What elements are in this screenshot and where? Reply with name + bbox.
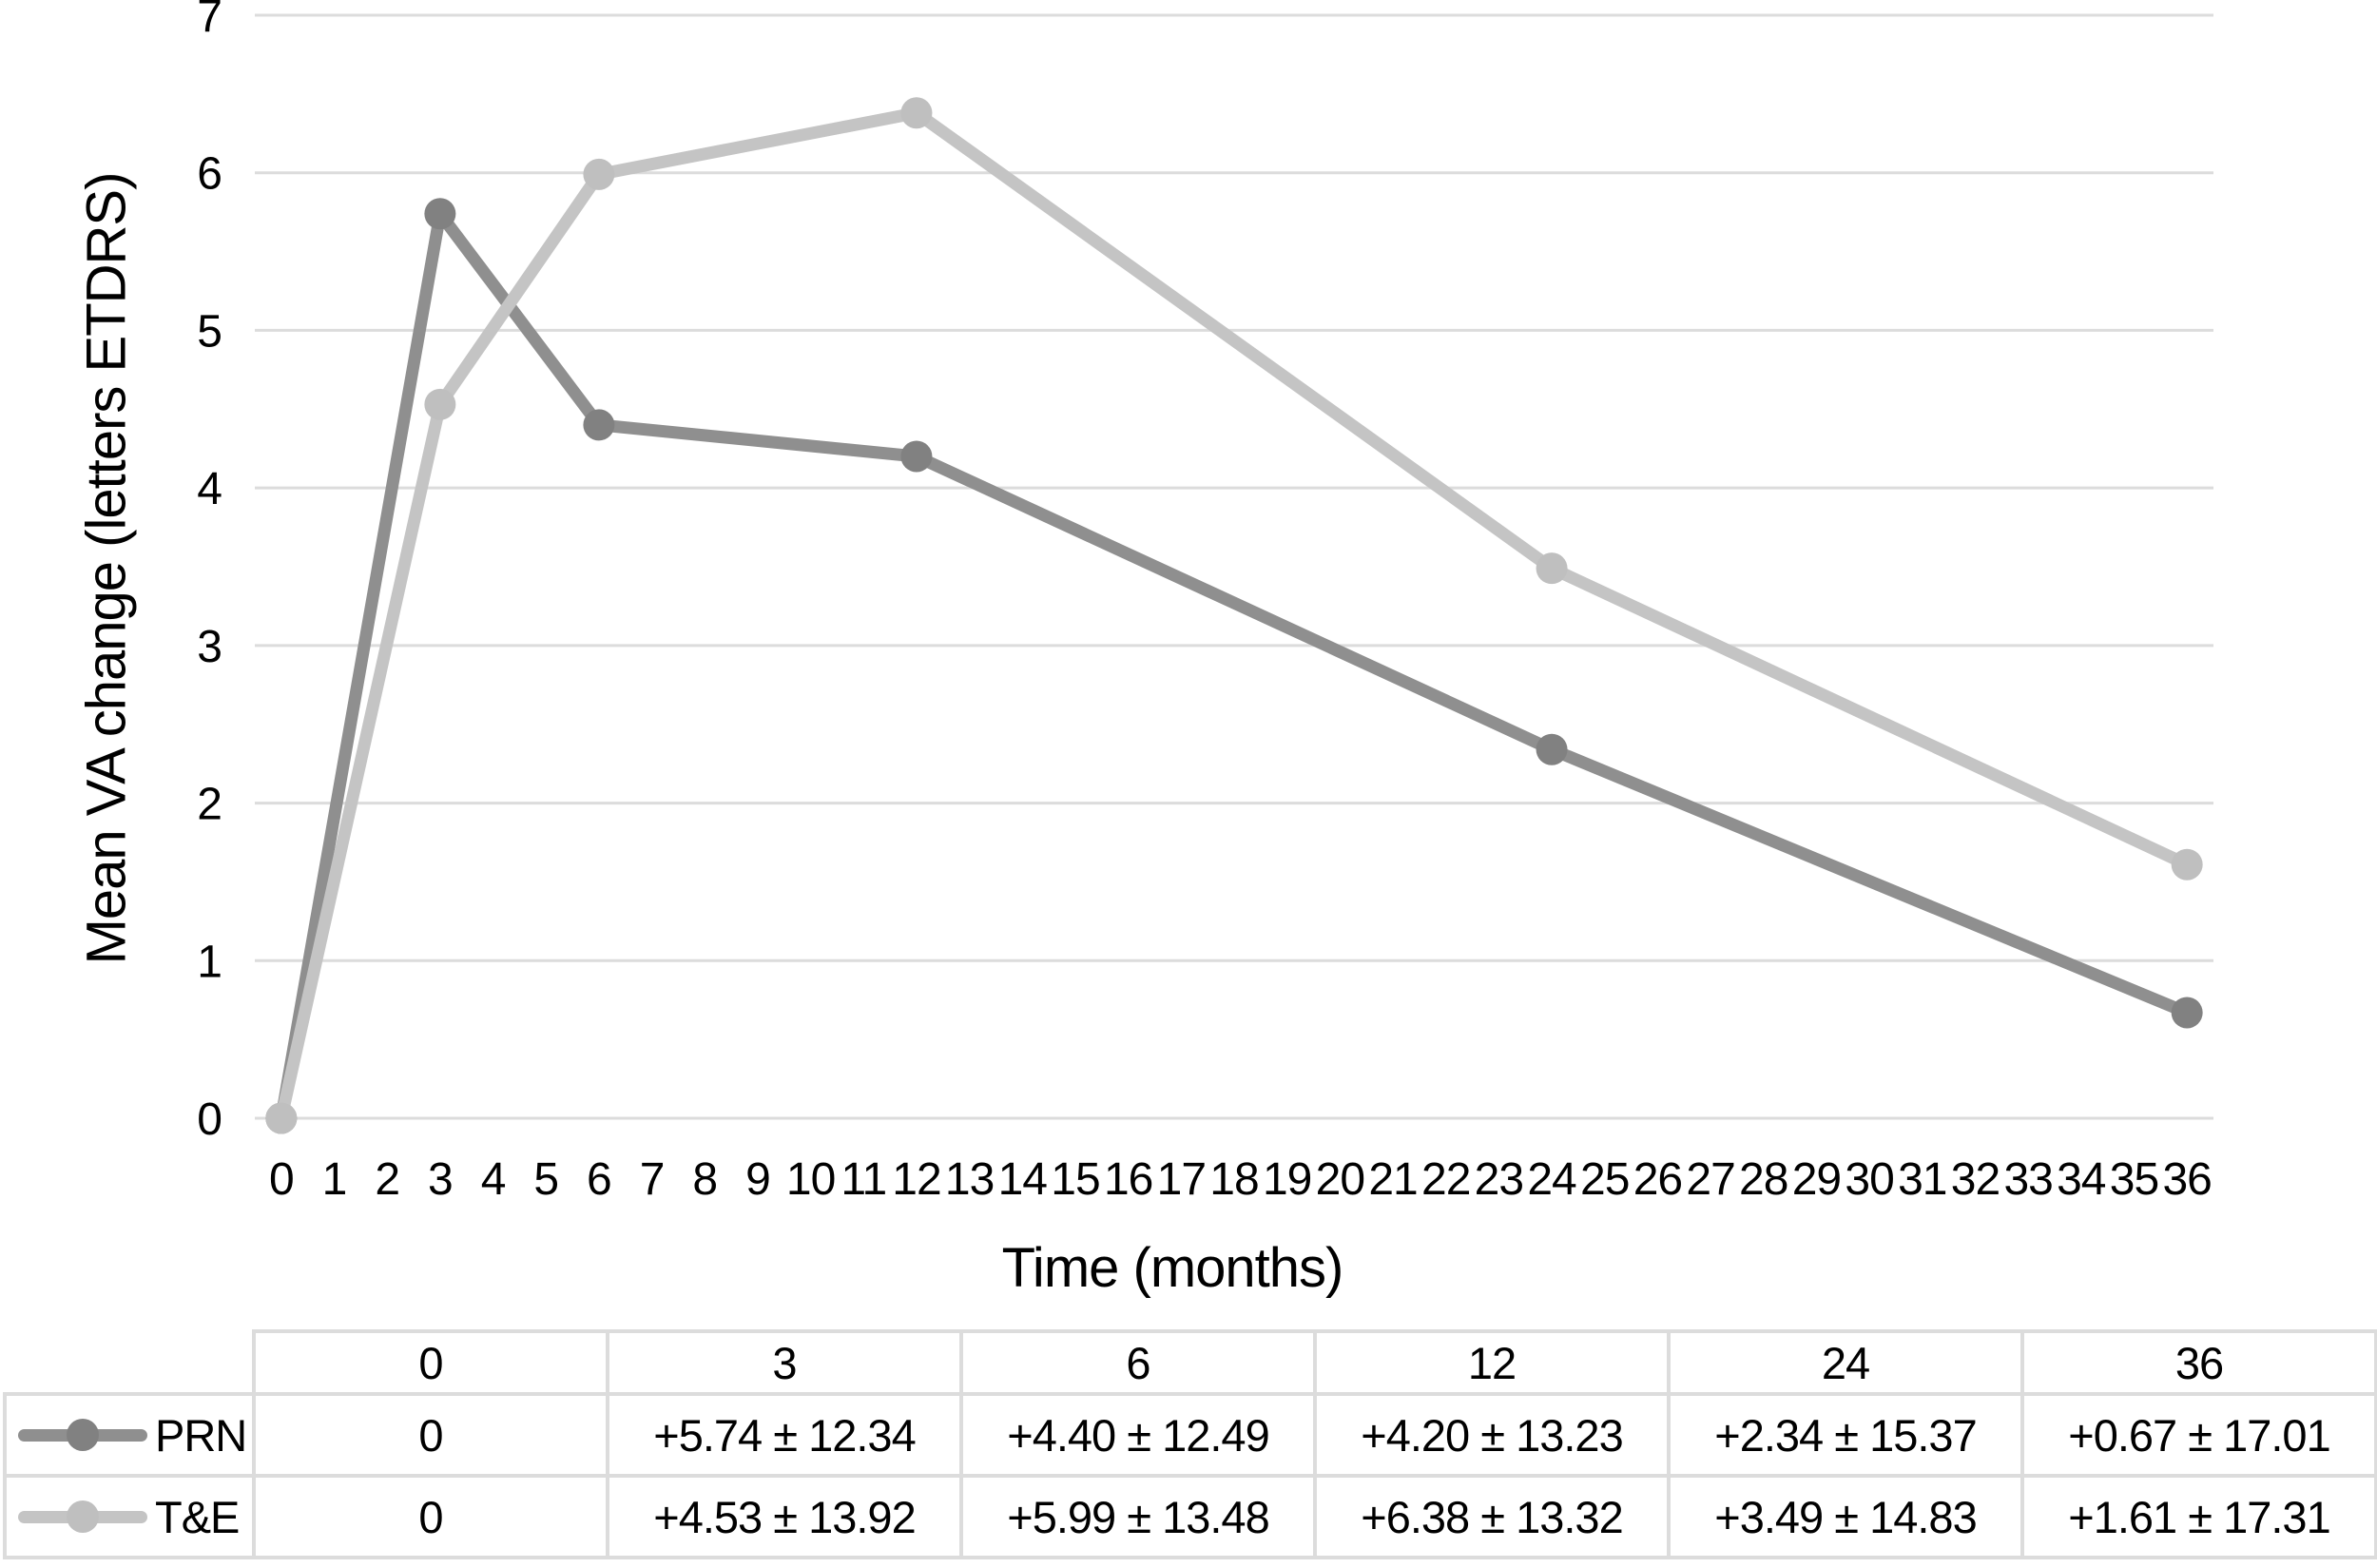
- x-tick-label: 26: [1633, 1154, 1682, 1205]
- x-tick-label: 36: [2162, 1154, 2211, 1205]
- table-header-cell: 12: [1313, 1329, 1671, 1396]
- x-tick-label: 17: [1157, 1154, 1206, 1205]
- data-point-prn: [900, 440, 933, 473]
- legend-cell-te: T&E: [3, 1474, 256, 1559]
- x-tick-label: 32: [1951, 1154, 2000, 1205]
- legend-key-prn: PRN: [9, 1409, 250, 1462]
- x-tick-label: 1: [322, 1154, 347, 1205]
- x-tick-label: 12: [892, 1154, 940, 1205]
- table-header-cell: 6: [959, 1329, 1317, 1396]
- legend-label-te: T&E: [155, 1491, 240, 1542]
- x-tick-label: 27: [1686, 1154, 1734, 1205]
- y-tick-label: 7: [197, 0, 222, 42]
- x-tick-label: 22: [1421, 1154, 1470, 1205]
- x-tick-label: 14: [998, 1154, 1048, 1205]
- x-tick-label: 19: [1263, 1154, 1311, 1205]
- data-point-te: [900, 97, 933, 129]
- x-tick-label: 2: [375, 1154, 399, 1205]
- x-tick-label: 18: [1209, 1154, 1258, 1205]
- x-tick-label: 3: [428, 1154, 453, 1205]
- x-tick-label: 29: [1792, 1154, 1841, 1205]
- data-point-te: [424, 388, 456, 420]
- y-tick-label: 4: [197, 464, 222, 514]
- x-tick-label: 34: [2057, 1154, 2106, 1205]
- data-point-te: [2171, 848, 2203, 881]
- data-point-prn: [583, 409, 615, 441]
- x-tick-label: 20: [1316, 1154, 1364, 1205]
- table-header-cell: 3: [606, 1329, 963, 1396]
- series-line-prn: [275, 207, 2193, 1125]
- table-row-te: T&E 0 +4.53 ± 13.92 +5.99 ± 13.48 +6.38 ± 13…: [3, 1474, 2377, 1559]
- table-header-cell: 36: [2020, 1329, 2377, 1396]
- x-axis-title: Time (months): [1001, 1237, 1344, 1299]
- legend-cell-prn: PRN: [3, 1392, 256, 1478]
- table-cell: +5.99 ± 13.48: [959, 1474, 1317, 1559]
- series-line-te: [275, 106, 2193, 1125]
- x-tick-label: 16: [1104, 1154, 1152, 1205]
- table-cell: +4.20 ± 13.23: [1313, 1392, 1671, 1478]
- legend-marker-icon: [67, 1419, 99, 1451]
- y-axis-title: Mean VA change (letters ETDRS): [75, 172, 138, 965]
- x-tick-label: 23: [1475, 1154, 1523, 1205]
- table-header-cell: 0: [252, 1329, 609, 1396]
- table-cell: +0.67 ± 17.01: [2020, 1392, 2377, 1478]
- legend-key-te: T&E: [9, 1491, 250, 1543]
- data-table: 0 3 6 12 24 36 PRN 0 +5.74 ± 12.34 +4.40 ± 12.49 +…: [3, 1329, 2377, 1559]
- legend-line-icon: [18, 1419, 147, 1451]
- x-tick-label: 31: [1898, 1154, 1946, 1205]
- y-tick-label: 2: [197, 780, 222, 830]
- legend-marker-icon: [67, 1500, 99, 1533]
- table-cell: +3.49 ± 14.83: [1667, 1474, 2024, 1559]
- table-corner-blank: [5, 1331, 254, 1394]
- table-cell: +4.53 ± 13.92: [606, 1474, 963, 1559]
- y-tick-label: 0: [197, 1094, 222, 1145]
- data-point-te: [1536, 552, 1568, 585]
- x-tick-label: 8: [692, 1154, 717, 1205]
- x-tick-label: 21: [1368, 1154, 1417, 1205]
- table-cell: +6.38 ± 13.32: [1313, 1474, 1671, 1559]
- table-cell: +4.40 ± 12.49: [959, 1392, 1317, 1478]
- x-tick-label: 10: [786, 1154, 835, 1205]
- legend-line-icon: [18, 1500, 147, 1533]
- x-tick-label: 15: [1051, 1154, 1099, 1205]
- table-cell: +5.74 ± 12.34: [606, 1392, 963, 1478]
- data-point-te: [265, 1102, 298, 1134]
- x-tick-label: 25: [1580, 1154, 1629, 1205]
- y-tick-label: 5: [197, 306, 222, 357]
- data-point-te: [583, 158, 615, 190]
- x-tick-label: 7: [640, 1154, 665, 1205]
- x-tick-label: 24: [1527, 1154, 1576, 1205]
- x-tick-label: 6: [587, 1154, 611, 1205]
- data-point-prn: [1536, 733, 1568, 765]
- y-tick-label: 6: [197, 149, 222, 200]
- table-cell: +2.34 ± 15.37: [1667, 1392, 2024, 1478]
- x-tick-label: 5: [533, 1154, 558, 1205]
- table-row-prn: PRN 0 +5.74 ± 12.34 +4.40 ± 12.49 +4.20 ± 13…: [3, 1392, 2377, 1478]
- x-tick-label: 13: [945, 1154, 994, 1205]
- x-tick-label: 28: [1739, 1154, 1788, 1205]
- x-tick-label: 0: [269, 1154, 294, 1205]
- x-tick-label: 4: [481, 1154, 506, 1205]
- y-tick-label: 3: [197, 622, 222, 672]
- x-tick-label: 9: [745, 1154, 770, 1205]
- data-point-prn: [2171, 997, 2203, 1029]
- x-tick-label: 35: [2110, 1154, 2158, 1205]
- table-cell: 0: [252, 1392, 609, 1478]
- data-point-prn: [424, 198, 456, 230]
- table-header-cell: 24: [1667, 1329, 2024, 1396]
- y-tick-label: 1: [197, 937, 222, 987]
- legend-label-prn: PRN: [155, 1409, 247, 1461]
- table-cell: +1.61 ± 17.31: [2020, 1474, 2377, 1559]
- x-tick-label: 33: [2003, 1154, 2052, 1205]
- x-tick-label: 30: [1845, 1154, 1893, 1205]
- table-header-row: 0 3 6 12 24 36: [5, 1329, 2377, 1396]
- x-tick-label: 11: [841, 1154, 886, 1205]
- table-cell: 0: [252, 1474, 609, 1559]
